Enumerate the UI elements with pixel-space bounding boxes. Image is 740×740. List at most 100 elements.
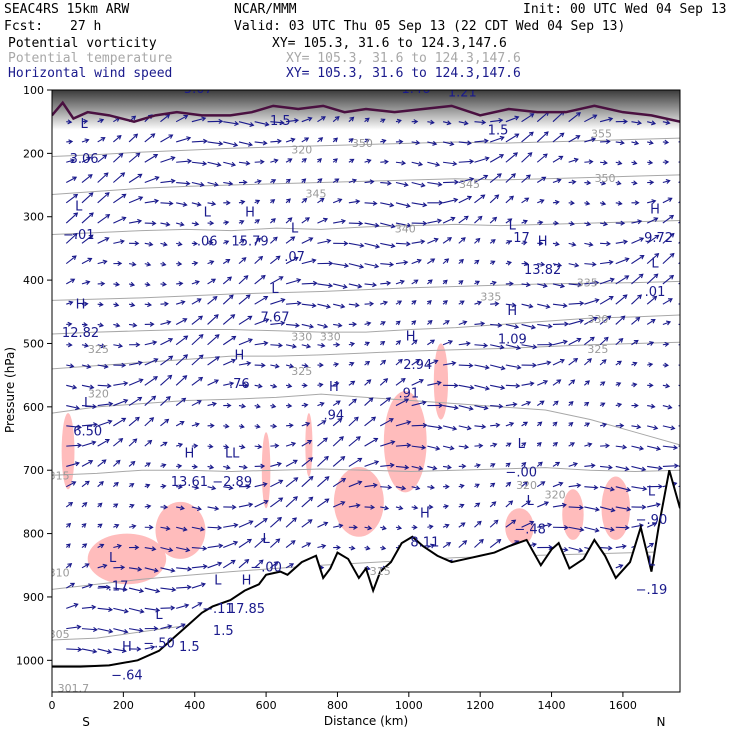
wind-vector [584,506,599,511]
wind-vector [144,440,152,447]
wind-arrowhead [309,323,315,329]
wind-vector [411,401,426,407]
wind-vector [380,418,394,427]
wind-vector [285,364,294,368]
wind-vector [128,196,143,204]
extremum-label: −.48 [514,523,546,538]
wind-vector [646,296,657,305]
wind-arrowhead [603,221,609,227]
wind-arrowhead [634,403,639,409]
wind-vector [474,140,488,143]
wind-vector [662,233,675,244]
wind-vector [442,141,454,145]
wind-arrowhead [556,379,562,384]
wind-vector [301,542,311,549]
wind-arrowhead [579,505,584,511]
wind-arrowhead [296,300,302,306]
wind-arrowhead [214,379,219,384]
wind-arrowhead [450,216,456,222]
wind-vector [207,141,223,145]
wind-vector [238,275,249,285]
wind-vector [254,141,267,144]
wind-vector [81,139,89,143]
wind-arrowhead [620,220,626,226]
wind-arrowhead [481,119,487,125]
wind-arrowhead [575,135,581,140]
wind-vector [568,302,584,305]
wind-vector [615,526,629,529]
wind-arrowhead [491,501,497,507]
wind-arrowhead [118,343,124,349]
wind-vector [301,476,314,488]
wind-arrowhead [293,477,299,482]
wind-vector [128,133,138,143]
wind-arrowhead [225,258,231,264]
wind-arrowhead [202,545,208,551]
wind-arrowhead [116,135,122,140]
wind-arrowhead [302,197,308,203]
wind-arrowhead [153,154,159,159]
wind-vector [160,625,172,630]
wind-arrowhead [654,253,660,258]
wind-arrowhead [451,360,457,366]
wind-arrowhead [130,460,136,466]
wind-arrowhead [214,356,220,361]
wind-arrowhead [67,563,73,568]
wind-arrowhead [326,238,332,244]
wind-vector [81,563,90,569]
wind-vector [411,240,425,244]
wind-vector [238,465,247,469]
wind-vector [81,281,90,285]
wind-vector [113,628,128,633]
wind-arrowhead [224,444,230,450]
wind-arrowhead [248,520,254,525]
wind-vector [662,445,678,449]
wind-arrowhead [570,442,575,447]
wind-vector [600,546,612,549]
wind-vector [646,253,659,265]
wind-arrowhead [383,300,389,306]
wind-arrowhead [77,442,83,448]
wind-arrowhead [87,257,93,263]
wind-arrowhead [498,403,504,409]
extremum-label: −.01 [63,228,95,243]
wind-arrowhead [211,201,217,207]
wind-vector [568,158,579,163]
wind-vector [254,483,267,488]
wind-vector [584,443,592,447]
wind-vector [254,237,261,244]
wind-arrowhead [639,254,645,260]
wind-arrowhead [194,221,200,227]
wind-arrowhead [649,341,655,346]
wind-arrowhead [545,303,551,309]
wind-vector [301,282,317,285]
wind-arrowhead [609,277,615,283]
wind-vector [631,121,642,124]
wind-arrowhead [673,444,679,450]
wind-arrowhead [312,280,318,286]
wind-vector [128,628,143,632]
wind-arrowhead [365,341,370,347]
wind-vector [411,359,420,366]
wind-vector [254,445,262,448]
wind-vector [568,546,583,552]
wind-arrowhead [239,219,245,225]
wind-vector [113,217,126,224]
wind-arrowhead [193,260,199,266]
wind-arrowhead [576,337,582,343]
wind-vector [489,194,499,204]
wind-vector [238,559,249,569]
wind-arrowhead [247,338,253,343]
wind-vector [521,303,533,308]
wind-vector [285,256,299,265]
wind-arrowhead [178,484,183,490]
wind-arrowhead [475,463,481,469]
x-tick-label: 200 [113,699,134,712]
wind-vector [238,362,251,366]
wind-arrowhead [148,524,154,530]
wind-vector [568,338,581,346]
wind-arrowhead [180,623,186,628]
wind-arrowhead [118,152,124,158]
wind-vector [458,160,474,163]
wind-vector [222,259,230,265]
